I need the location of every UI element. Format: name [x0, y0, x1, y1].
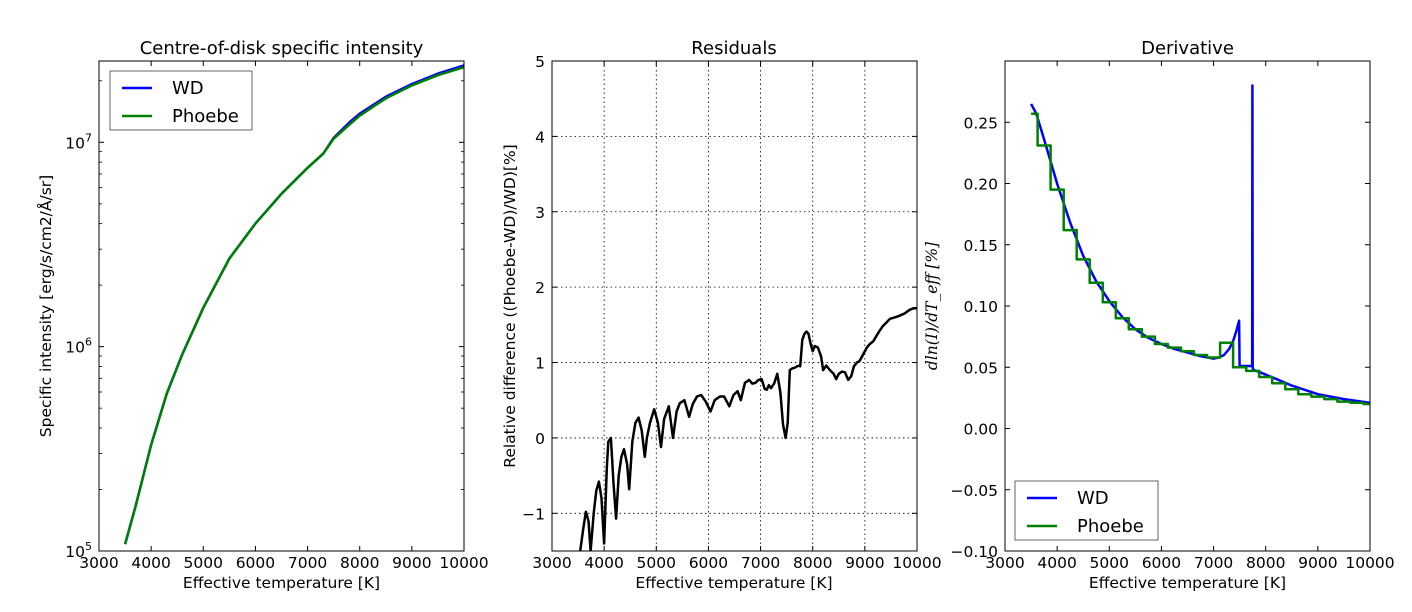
derivative-ylabel: dln(I)/dT_eff [%] — [923, 241, 941, 370]
derivative-axes-frame — [1004, 60, 1371, 552]
y-tick-label: 0.15 — [963, 237, 998, 255]
x-tick-label: 7000 — [288, 554, 327, 572]
y-tick-label: 0.25 — [963, 114, 998, 132]
x-tick-label: 7000 — [1194, 554, 1233, 572]
x-tick-label: 4000 — [584, 554, 623, 572]
y-tick-label: 107 — [65, 131, 92, 152]
x-tick-label: 3000 — [532, 554, 571, 572]
derivative-legend: WD Phoebe — [1014, 480, 1159, 541]
x-tick-label: 10000 — [1345, 554, 1394, 572]
residuals-panel: Residuals Effective temperature [K] Rela… — [501, 38, 942, 592]
intensity-legend: WD Phoebe — [109, 70, 253, 131]
y-tick-label: 0.10 — [963, 298, 998, 316]
x-tick-label: 4000 — [131, 554, 170, 572]
x-tick-label: 8000 — [793, 554, 832, 572]
intensity-ticks: 3000 4000 5000 6000 7000 8000 9000 10000 105 106 1… — [65, 61, 489, 572]
y-tick-label: 106 — [65, 336, 92, 357]
y-tick-label: 5 — [535, 53, 545, 71]
y-tick-label: 0.20 — [963, 176, 998, 194]
derivative-panel: Derivative Effective temperature [K] dln… — [923, 38, 1395, 592]
x-tick-label: 5000 — [637, 554, 676, 572]
series-line-residual — [578, 307, 917, 551]
y-tick-label: 2 — [535, 279, 545, 297]
intensity-xlabel: Effective temperature [K] — [183, 574, 380, 592]
legend-label-phoebe: Phoebe — [172, 106, 239, 127]
intensity-panel: Centre-of-disk specific intensity Effect… — [36, 38, 489, 592]
series-line-phoebe — [1031, 112, 1370, 406]
derivative-xlabel: Effective temperature [K] — [1089, 574, 1286, 592]
intensity-lines — [123, 64, 464, 545]
x-tick-label: 4000 — [1037, 554, 1076, 572]
x-tick-label: 10000 — [439, 554, 488, 572]
residuals-lines — [578, 307, 917, 551]
x-tick-label: 3000 — [79, 554, 118, 572]
x-tick-label: 9000 — [845, 554, 884, 572]
intensity-ylabel: Specific intensity [erg/s/cm2/Å/sr] — [36, 175, 55, 437]
derivative-legend-box — [1014, 480, 1159, 541]
y-tick-label: −1 — [522, 505, 545, 523]
x-tick-label: 9000 — [392, 554, 431, 572]
intensity-axes-frame — [98, 60, 465, 552]
y-tick-label: −0.05 — [951, 482, 999, 500]
y-tick-label: 4 — [535, 128, 545, 146]
x-tick-label: 5000 — [1090, 554, 1129, 572]
x-tick-label: 6000 — [689, 554, 728, 572]
y-tick-label: −0.10 — [951, 543, 999, 561]
residuals-ylabel: Relative difference ((Phoebe-WD)/WD)[%] — [501, 144, 519, 467]
legend-label-wd: WD — [1077, 488, 1109, 509]
residuals-axes-frame — [551, 60, 918, 552]
intensity-legend-box — [109, 70, 253, 131]
x-tick-label: 8000 — [340, 554, 379, 572]
x-tick-label: 9000 — [1298, 554, 1337, 572]
legend-label-wd: WD — [172, 78, 204, 99]
series-line-wd — [123, 64, 464, 545]
series-line-phoebe — [123, 66, 464, 545]
derivative-title: Derivative — [1141, 38, 1234, 59]
y-tick-label: 3 — [535, 204, 545, 222]
y-tick-label: 1 — [535, 355, 545, 373]
residuals-xlabel: Effective temperature [K] — [635, 574, 832, 592]
x-tick-label: 6000 — [236, 554, 275, 572]
residuals-ticks: 3000 4000 5000 6000 7000 8000 9000 10000 −1 0 1 2 3 4… — [522, 53, 942, 572]
y-tick-label: 0.05 — [963, 359, 998, 377]
x-tick-label: 10000 — [892, 554, 941, 572]
y-tick-label: 0.00 — [963, 421, 998, 439]
intensity-title: Centre-of-disk specific intensity — [140, 38, 424, 59]
x-tick-label: 6000 — [1142, 554, 1181, 572]
y-tick-label: 105 — [65, 540, 92, 561]
derivative-lines — [1029, 84, 1370, 406]
y-tick-label: 0 — [535, 430, 545, 448]
residuals-grid — [552, 61, 917, 551]
residuals-title: Residuals — [691, 38, 776, 59]
x-tick-label: 8000 — [1246, 554, 1285, 572]
x-tick-label: 7000 — [741, 554, 780, 572]
derivative-ticks: 3000 4000 5000 6000 7000 8000 9000 10000 −0.10 −0… — [951, 61, 1395, 572]
x-tick-label: 3000 — [985, 554, 1024, 572]
x-tick-label: 5000 — [184, 554, 223, 572]
legend-label-phoebe: Phoebe — [1077, 516, 1144, 537]
